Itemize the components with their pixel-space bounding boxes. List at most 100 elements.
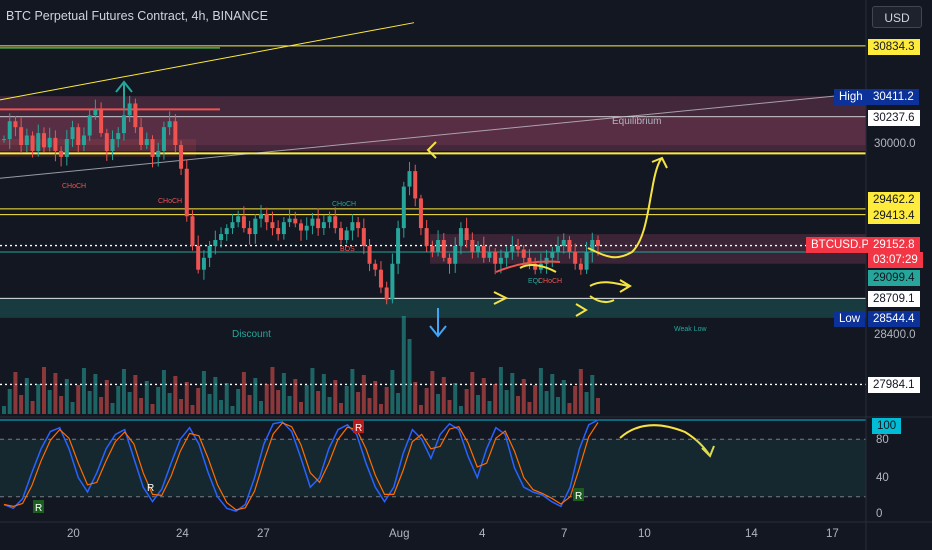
volume-bar <box>87 391 92 414</box>
candle-body <box>276 228 281 235</box>
volume-bar <box>430 371 435 414</box>
candle-body <box>230 222 235 229</box>
candle-body <box>321 222 326 229</box>
candle-body <box>413 171 418 199</box>
volume-bar <box>224 383 229 414</box>
candle-body <box>338 228 343 240</box>
currency-button[interactable]: USD <box>872 6 922 28</box>
r-marker-box <box>573 488 584 501</box>
bos-label: BOS <box>340 246 355 253</box>
volume-bar <box>407 339 412 414</box>
candle-body <box>196 245 201 270</box>
time-tick-17: 17 <box>826 528 839 540</box>
volume-bar <box>259 401 264 414</box>
price-tick-30000: 30000.0 <box>874 138 916 150</box>
candle-body <box>139 127 144 145</box>
r-marker-label: R <box>575 491 582 502</box>
volume-bar <box>133 375 138 414</box>
volume-bar <box>2 406 6 414</box>
candle-body <box>241 216 246 229</box>
volume-bar <box>338 403 343 414</box>
volume-bar <box>533 385 538 414</box>
candle-body <box>259 213 264 219</box>
candle-body <box>190 216 195 246</box>
volume-bar <box>567 403 572 414</box>
candles-layer <box>2 95 600 305</box>
candle-body <box>110 139 115 151</box>
volume-bar <box>327 397 332 414</box>
symbol-tag: BTCUSD.P <box>806 237 875 253</box>
candle-body <box>316 218 321 229</box>
volume-bar <box>361 375 366 414</box>
drawings-layer <box>115 80 715 458</box>
volume-bar <box>373 381 378 414</box>
volume-bar <box>590 375 595 414</box>
candle-body <box>219 234 224 240</box>
volume-bar <box>121 369 126 414</box>
volume-bar <box>316 391 321 414</box>
volume-bar <box>104 380 109 414</box>
stoch-d-line <box>3 422 599 511</box>
level-label-28709: 28709.1 <box>868 291 920 307</box>
candle-body <box>521 249 526 258</box>
candle-body <box>41 133 46 148</box>
volume-bar <box>584 392 589 414</box>
choch-label-2: CHoCH <box>158 198 183 205</box>
volume-bar <box>241 372 246 414</box>
candle-body <box>458 228 463 246</box>
candle-body <box>550 251 555 258</box>
candle-body <box>344 230 349 240</box>
volume-bar <box>521 379 526 414</box>
time-tick-24: 24 <box>176 528 189 540</box>
candle-body <box>493 251 498 264</box>
candle-body <box>498 257 503 264</box>
volume-bar <box>441 377 446 414</box>
candle-body <box>533 263 538 270</box>
time-tick-14: 14 <box>745 528 758 540</box>
volume-bar <box>99 397 104 414</box>
price-tick-28400: 28400.0 <box>874 329 916 341</box>
candle-body <box>19 127 24 145</box>
volume-bar <box>481 378 486 414</box>
candle-body <box>53 137 58 151</box>
choch-label: CHoCH <box>62 183 87 190</box>
candle-body <box>133 103 138 128</box>
volume-bar <box>504 390 509 414</box>
candle-body <box>287 218 292 223</box>
volume-bar <box>253 378 258 414</box>
discount-label: Discount <box>232 329 271 340</box>
volume-bar <box>93 374 98 414</box>
projection-arrow-path <box>587 157 663 259</box>
candle-body <box>281 222 286 235</box>
countdown-label: 03:07:29 <box>868 252 923 268</box>
volume-bar <box>213 377 218 414</box>
chart-title: BTC Perpetual Futures Contract, 4h, BINA… <box>6 9 268 23</box>
candle-body <box>253 218 258 235</box>
candle-body <box>487 251 492 258</box>
volume-bar <box>53 373 58 414</box>
level-label-29413: 29413.4 <box>868 208 920 224</box>
candle-body <box>150 139 155 157</box>
volume-bar <box>470 372 475 414</box>
volume-bar <box>396 393 401 414</box>
time-tick-27: 27 <box>257 528 270 540</box>
candle-body <box>441 240 446 258</box>
volume-bar <box>453 383 458 414</box>
candle-body <box>361 228 366 246</box>
high-tag: High <box>834 89 868 105</box>
low-value-label: 28544.4 <box>868 311 920 327</box>
candle-body <box>396 228 401 264</box>
volume-bar <box>458 406 463 414</box>
volume-bar <box>498 367 503 414</box>
volume-bar <box>321 374 326 414</box>
candle-body <box>47 137 52 148</box>
volume-bar <box>247 395 252 414</box>
volume-bar <box>384 387 389 414</box>
candle-body <box>13 121 18 128</box>
candle-body <box>70 127 75 140</box>
volume-bar <box>516 396 521 414</box>
volume-bar <box>538 368 543 414</box>
premium-zone <box>0 96 866 151</box>
volume-bar <box>299 402 303 414</box>
